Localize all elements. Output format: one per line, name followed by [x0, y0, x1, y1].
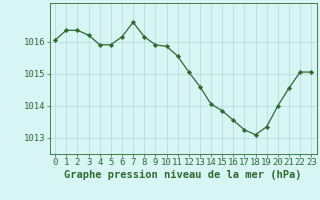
X-axis label: Graphe pression niveau de la mer (hPa): Graphe pression niveau de la mer (hPa) [64, 170, 302, 180]
